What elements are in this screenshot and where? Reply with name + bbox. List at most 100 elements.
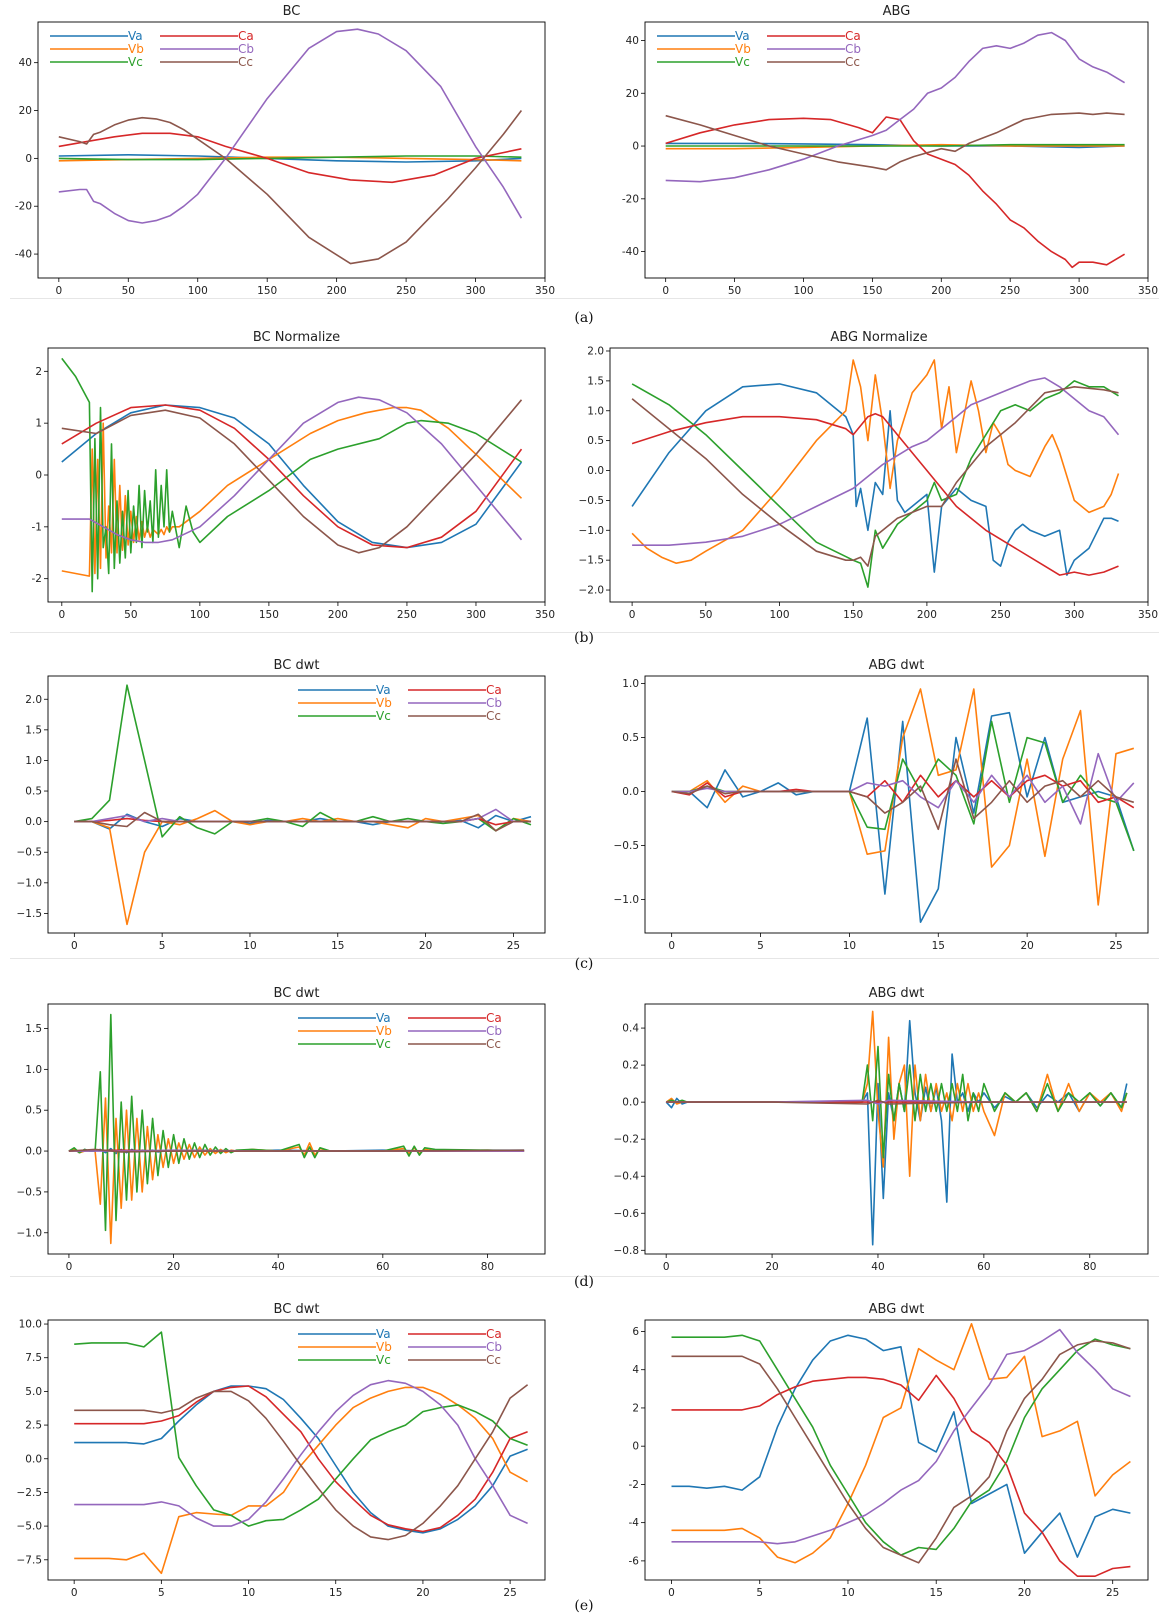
chart-e-left: BC dwt 0 5 10 15 20 25 −7.5 −5.0 −2.5 0.0 2.5 5.0 7.5…: [17, 1302, 546, 1599]
y-tick-label: -6: [629, 1555, 640, 1567]
chart-title: ABG dwt: [869, 658, 925, 673]
legend-label-cc: Cc: [238, 55, 253, 69]
series-line-vc: [665, 143, 1125, 147]
plot-frame: [47, 675, 546, 934]
x-tick-label: 150: [259, 609, 279, 621]
y-tick-label: 6: [632, 1326, 639, 1338]
x-tick-label: 15: [329, 1587, 342, 1599]
series-line-cc: [74, 1384, 529, 1541]
series-line-cc: [74, 811, 531, 832]
x-tick-label: 15: [932, 940, 945, 952]
series-group: [671, 1323, 1131, 1577]
x-tick-label: 5: [757, 940, 764, 952]
x-tick-label: 60: [977, 1261, 990, 1273]
series-line-vc: [58, 155, 522, 161]
series-line-vb: [631, 359, 1120, 565]
x-tick-label: 150: [862, 285, 882, 297]
series-line-vc: [631, 380, 1119, 588]
legend-label-cb: Cb: [845, 42, 861, 56]
y-tick-label: -40: [622, 246, 639, 258]
x-tick-label: 25: [1106, 1587, 1119, 1599]
y-tick-label: -2: [629, 1479, 639, 1491]
series-line-cc: [631, 385, 1119, 567]
x-tick-label: 20: [419, 940, 432, 952]
x-tick-label: 20: [765, 1261, 778, 1273]
x-tick-label: 15: [331, 940, 344, 952]
y-tick-label: 0.5: [25, 786, 42, 798]
series-line-ca: [631, 412, 1119, 576]
series-line-vb: [671, 1323, 1131, 1564]
y-tick-label: 0.4: [622, 1023, 639, 1035]
series-line-vb: [61, 406, 523, 577]
series-line-ca: [61, 404, 523, 549]
series-line-va: [74, 1385, 528, 1534]
chart-a-right: ABG 0 50 100 150 200 250 300 350 -40 -20 0 20 40 VaVbV…: [622, 4, 1158, 297]
series-line-cc: [671, 1340, 1131, 1564]
y-tick-label: −1.0: [17, 877, 43, 889]
legend-label-vc: Vc: [376, 1353, 391, 1367]
x-tick-label: 300: [1069, 285, 1089, 297]
series-group: [671, 688, 1135, 924]
series-line-vc: [61, 357, 522, 593]
y-tick-label: 0.0: [25, 816, 42, 828]
series-line-va: [665, 1019, 1128, 1246]
legend-label-cb: Cb: [486, 1340, 502, 1354]
x-tick-label: 0: [662, 285, 669, 297]
series-line-vb: [68, 1097, 525, 1245]
legend-label-va: Va: [128, 29, 143, 43]
chart-title: BC dwt: [274, 658, 320, 673]
legend-label-cb: Cb: [486, 696, 502, 710]
legend-label-cb: Cb: [238, 42, 254, 56]
legend-label-va: Va: [735, 29, 750, 43]
series-line-vb: [74, 809, 532, 926]
legend-label-ca: Ca: [486, 1011, 502, 1025]
series-line-va: [631, 383, 1119, 576]
x-tick-label: 50: [124, 609, 137, 621]
plot-frame: [37, 21, 546, 279]
y-tick-label: 1.0: [587, 405, 604, 417]
series-line-vc: [74, 1331, 528, 1527]
series-line-cc: [665, 112, 1125, 171]
series-line-va: [58, 154, 522, 163]
x-tick-label: 10: [841, 1587, 854, 1599]
y-tick-label: −2.0: [579, 585, 605, 597]
series-line-ca: [74, 1385, 528, 1533]
legend-label-vb: Vb: [735, 42, 751, 56]
y-tick-label: -20: [622, 193, 639, 205]
y-tick-label: 1.0: [25, 755, 42, 767]
plot-frame: [644, 1003, 1149, 1255]
row-separator: [10, 1276, 1159, 1277]
legend-label-ca: Ca: [238, 29, 254, 43]
y-tick-label: 0.0: [622, 1097, 639, 1109]
series-group: [74, 1331, 529, 1575]
y-tick-label: −1.0: [579, 525, 605, 537]
y-tick-label: 0.5: [587, 435, 604, 447]
y-tick-label: −1.0: [614, 894, 640, 906]
chart-title: ABG: [883, 4, 911, 19]
series-line-ca: [671, 1374, 1131, 1577]
chart-title: ABG dwt: [869, 986, 925, 1001]
y-tick-label: 1.5: [25, 1023, 42, 1035]
y-tick-label: 0: [25, 153, 32, 165]
y-tick-label: 2.0: [587, 345, 604, 357]
x-tick-label: 200: [327, 285, 347, 297]
legend-label-vb: Vb: [376, 1024, 392, 1038]
x-tick-label: 10: [843, 940, 856, 952]
y-tick-label: 0.2: [622, 1060, 639, 1072]
series-line-cc: [671, 758, 1135, 831]
y-tick-label: −0.8: [614, 1245, 640, 1257]
legend-label-vc: Vc: [128, 55, 143, 69]
series-group: [58, 28, 523, 265]
x-tick-label: 100: [188, 285, 208, 297]
series-group: [61, 357, 523, 593]
y-tick-label: −0.5: [17, 847, 43, 859]
y-tick-label: 40: [626, 35, 639, 47]
plot-frame: [47, 347, 546, 603]
x-tick-label: 50: [728, 285, 741, 297]
chart-a-left: BC 0 50 100 150 200 250 300 350 -40 -20 0 20 40 VaVbVc…: [15, 4, 555, 297]
plot-frame: [644, 21, 1149, 279]
